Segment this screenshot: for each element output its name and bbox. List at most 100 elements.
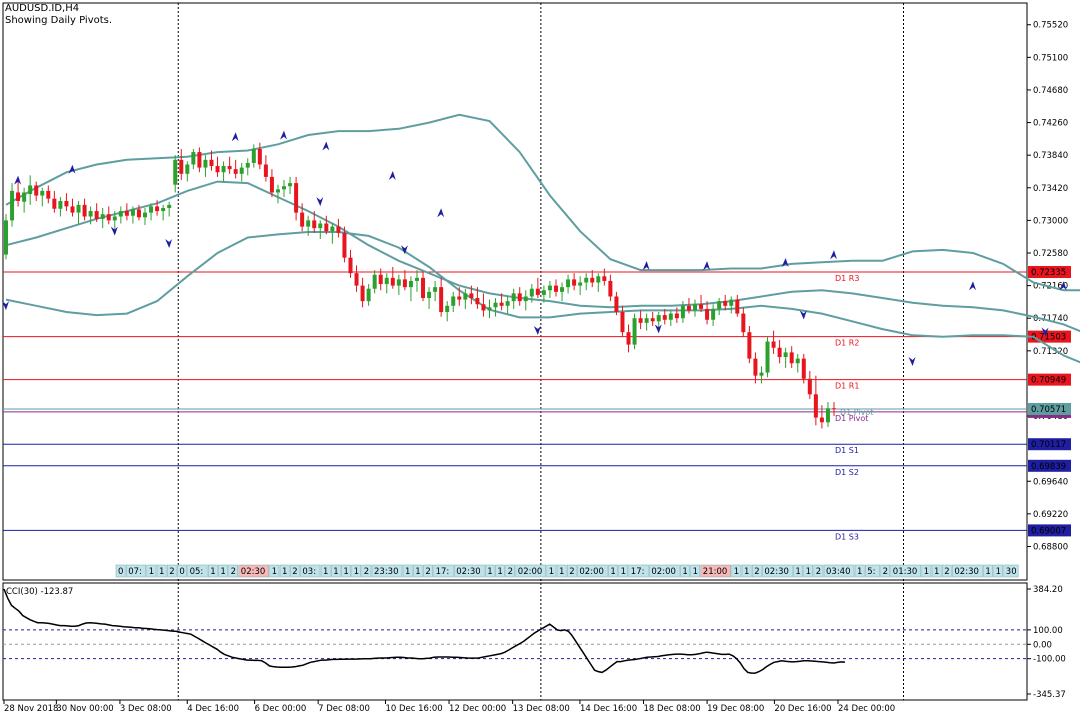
session-box [330,564,341,578]
candle-body [608,280,613,297]
session-box-label: 1 [795,567,800,577]
candle-body [463,293,468,300]
session-box-label: 02:00 [518,567,543,577]
session-box-label: 2 [944,567,949,577]
session-box-label: 1 [744,567,749,577]
session-box-label: 1 [487,567,492,577]
y-tick-label: 0.75520 [1033,21,1068,31]
candle-body [251,148,256,163]
fractal-up-icon [322,141,330,151]
candle-body [167,204,172,208]
session-box-label: 5: [867,567,875,577]
fractal-down-icon [400,245,408,255]
candle [10,183,15,227]
candle-body [70,206,75,213]
candle-body [58,200,63,209]
candle [487,299,492,319]
pivot-inline-label: D1 Pivot [840,408,873,417]
candle-body [825,408,830,423]
cci-y-tick-label: -100.00 [1033,655,1066,665]
candle [523,290,528,311]
candle [161,204,166,221]
x-tick-label: 12 Dec 00:00 [449,704,506,714]
candle [76,200,81,224]
candle [16,180,21,207]
session-box-label: 2 [425,567,430,577]
session-box-label: 1 [354,567,359,577]
candle-body [813,394,818,418]
candle [318,220,323,240]
candle-body [22,192,27,202]
candle-body [4,220,8,255]
session-box [690,564,701,578]
candle-body [239,167,244,174]
fractal-up-icon [231,132,239,142]
pivot-label-s1: D1 S1 [835,446,859,455]
candle [294,176,299,221]
session-box [279,564,290,578]
candle-body [759,372,764,376]
candle-body [451,296,456,306]
session-box-label: 1 [405,567,410,577]
candle [378,268,383,291]
pivot-value-s2: 0.69839 [1031,462,1066,472]
session-box-label: 1 [549,567,554,577]
current-price-value: 0.70571 [1031,405,1066,415]
pivot-tag-s3 [1028,524,1071,537]
session-box-label: 1 [693,567,698,577]
candle-body [76,204,81,213]
candle-body [100,214,105,219]
session-box [371,564,403,578]
candle [94,203,99,222]
session-box [941,564,952,578]
x-tick-label: 6 Dec 00:00 [255,704,307,714]
candle [209,150,214,171]
session-box-label: 1 [210,567,215,577]
fractal-up-icon [68,164,76,174]
candle-body [233,169,238,174]
candle [275,184,280,204]
candle [100,207,105,229]
pivot-label-r3: D1 R3 [835,274,859,283]
candle-body [783,352,788,358]
main-pane: 0.75520 0.75100 0.74680 0.74260 0.73840 0.734… [2,2,1080,700]
cci-y-tick-label: 0.00 [1033,640,1052,650]
x-tick-label: 18 Dec 08:00 [644,704,701,714]
session-box [608,564,618,578]
fractal-up-icon [703,261,711,271]
candle [390,266,395,289]
session-box-label: 1 [734,567,739,577]
candle-body [517,293,522,302]
candle [832,402,836,417]
candle [553,279,558,297]
fractal-down-icon [2,301,9,311]
session-box-label: 03:40 [826,567,851,577]
session-box-label: 1 [272,567,277,577]
candle [384,273,389,294]
candle-body [143,212,148,218]
candle [535,277,540,299]
candle [662,308,667,325]
candle [427,287,432,309]
candle-body [626,332,631,345]
x-tick-label: 7 Dec 08:00 [318,704,370,714]
session-box-label: 2 [292,567,297,577]
candle [179,148,184,181]
candle [560,282,565,302]
fractal-up-icon [388,171,396,181]
candle-body [584,277,589,283]
session-box [577,564,608,578]
candle [753,352,758,384]
fractal-down-icon [654,324,662,334]
session-box [546,564,557,578]
candle-body [650,318,655,322]
session-box [289,564,300,578]
fractal-up-icon [14,175,22,185]
session-box [813,564,824,578]
candle [155,200,160,216]
candle-body [705,308,710,320]
candle-body [221,166,226,173]
candle-body [680,305,685,319]
session-box [731,564,742,578]
candle-body [535,288,540,295]
